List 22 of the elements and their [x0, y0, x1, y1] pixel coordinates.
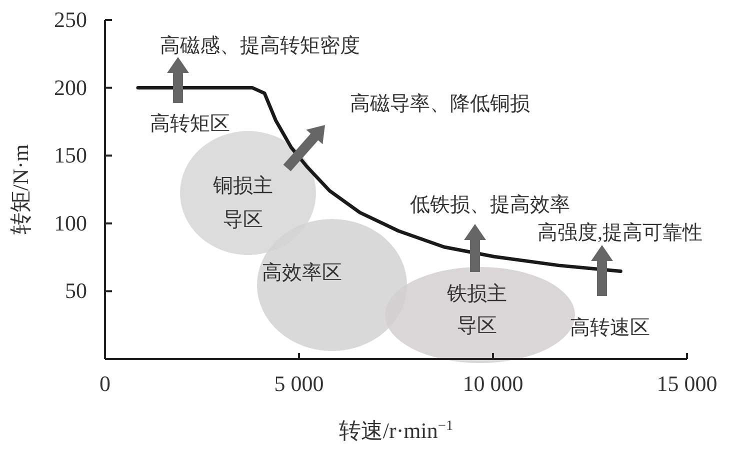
- annotation: 导区: [223, 209, 263, 231]
- ytick: 50: [65, 278, 87, 304]
- xtick: 5 000: [274, 371, 324, 396]
- annotation: 铜损主: [213, 175, 273, 197]
- ytick: 200: [54, 74, 87, 100]
- ylabel: 转矩/N·m: [8, 144, 33, 235]
- xtick: 15 000: [656, 371, 718, 396]
- annotation: 高效率区: [262, 262, 342, 284]
- annotation: 高转速区: [570, 317, 650, 339]
- annotation: 铁损主: [447, 283, 507, 305]
- annotation: 高转矩区: [150, 113, 230, 135]
- annotation: 低铁损、提高效率: [410, 194, 570, 216]
- annotation: 高磁导率、降低铜损: [350, 93, 530, 115]
- annotation: 高磁感、提高转矩密度: [160, 35, 360, 57]
- annotation: 高强度,提高可靠性: [538, 222, 702, 244]
- ytick: 250: [54, 7, 87, 32]
- annotation: 导区: [457, 315, 497, 337]
- ytick: 100: [54, 210, 87, 236]
- xtick: 10 000: [462, 371, 524, 396]
- xlabel: 转速/r·min$^{−1}$: [338, 418, 454, 443]
- ytick: 150: [54, 142, 87, 168]
- xtick: 0: [100, 371, 110, 396]
